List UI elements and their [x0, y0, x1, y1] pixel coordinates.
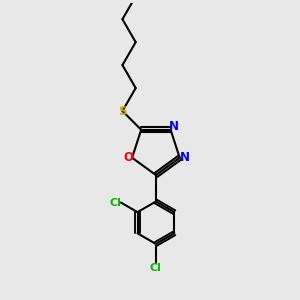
Text: Cl: Cl [150, 263, 162, 273]
Text: O: O [123, 151, 133, 164]
Text: Cl: Cl [110, 198, 122, 208]
Text: N: N [180, 151, 190, 164]
Text: N: N [169, 120, 179, 133]
Text: S: S [118, 104, 127, 118]
